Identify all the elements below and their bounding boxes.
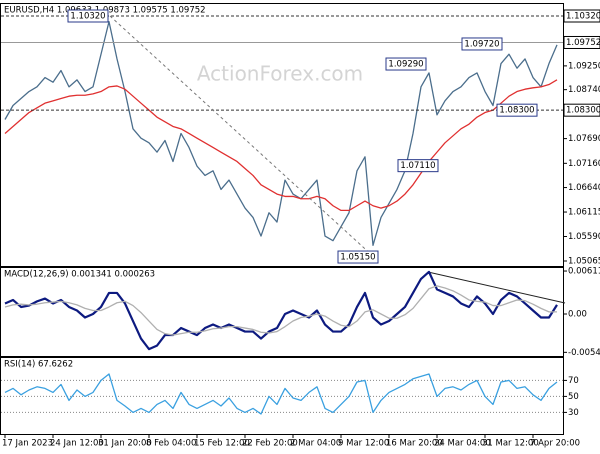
y-tick-label: -0.005458 bbox=[568, 348, 600, 358]
y-tick-label: 50 bbox=[568, 392, 579, 402]
annotation-box bbox=[461, 37, 503, 51]
macd-panel bbox=[0, 267, 564, 357]
y-tick-label: 0.006118 bbox=[568, 267, 600, 277]
y-tick-label: 1.06640 bbox=[568, 183, 600, 193]
annotation-label: 1.08300 bbox=[499, 106, 534, 116]
series-line bbox=[4, 285, 557, 336]
y-tick-label: 1.07160 bbox=[568, 159, 600, 169]
level-box bbox=[563, 35, 600, 49]
y-tick-label: 30 bbox=[568, 408, 579, 418]
trendline bbox=[109, 15, 375, 258]
watermark: ActionForex.com bbox=[197, 62, 363, 86]
annotation-box bbox=[397, 159, 439, 173]
y-tick-label: 0.00 bbox=[568, 310, 587, 320]
level-label: 1.08300 bbox=[566, 106, 600, 116]
x-tick-label: 31 Jan 20:00 bbox=[98, 439, 152, 449]
annotation-label: 1.09290 bbox=[388, 60, 423, 70]
x-tick-label: 15 Feb 12:00 bbox=[194, 439, 250, 449]
x-tick-label: 8 Feb 04:00 bbox=[146, 439, 196, 449]
annotation-label: 1.05150 bbox=[340, 253, 375, 263]
x-tick-label: 16 Mar 20:00 bbox=[386, 439, 443, 449]
y-tick-label: 1.08740 bbox=[568, 85, 600, 95]
y-tick-label: 1.05065 bbox=[568, 256, 600, 266]
x-tick-label: 31 Mar 12:00 bbox=[482, 439, 539, 449]
rsi-title: RSI(14) 67.6262 bbox=[4, 360, 73, 370]
y-tick-label: 1.07690 bbox=[568, 134, 600, 144]
level-label: 1.09752 bbox=[566, 38, 600, 48]
y-tick-label: 1.06115 bbox=[568, 208, 600, 218]
annotation-box bbox=[337, 250, 379, 264]
y-tick-label: 70 bbox=[568, 376, 579, 386]
macd-title: MACD(12,26,9) 0.001341 0.000263 bbox=[4, 270, 155, 280]
annotation-label: 1.07110 bbox=[400, 161, 435, 171]
x-tick-label: 17 Jan 2023 bbox=[2, 439, 53, 449]
macd-trendline bbox=[427, 271, 566, 304]
y-tick-label: 1.09250 bbox=[568, 61, 600, 71]
x-tick-label: 24 Jan 12:00 bbox=[50, 439, 104, 449]
price-panel bbox=[0, 3, 564, 267]
level-label: 1.10320 bbox=[566, 12, 600, 22]
x-tick-label: 24 Mar 04:00 bbox=[434, 439, 491, 449]
annotation-box bbox=[496, 103, 538, 117]
series-line bbox=[4, 270, 558, 351]
level-box bbox=[563, 103, 600, 117]
x-tick-label: 2 Mar 04:00 bbox=[290, 439, 341, 449]
y-tick-label: 1.05590 bbox=[568, 232, 600, 242]
annotation-label: 1.10320 bbox=[70, 12, 105, 22]
x-tick-label: 22 Feb 20:00 bbox=[242, 439, 298, 449]
annotation-box bbox=[67, 9, 109, 23]
annotation-box bbox=[385, 57, 427, 71]
x-tick-label: 7 Apr 20:00 bbox=[530, 439, 580, 449]
series-line bbox=[4, 79, 558, 212]
annotation-label: 1.09720 bbox=[464, 39, 499, 49]
series-line bbox=[4, 373, 558, 415]
level-box bbox=[563, 9, 600, 23]
x-tick-label: 9 Mar 12:00 bbox=[338, 439, 389, 449]
series-line bbox=[4, 20, 558, 247]
